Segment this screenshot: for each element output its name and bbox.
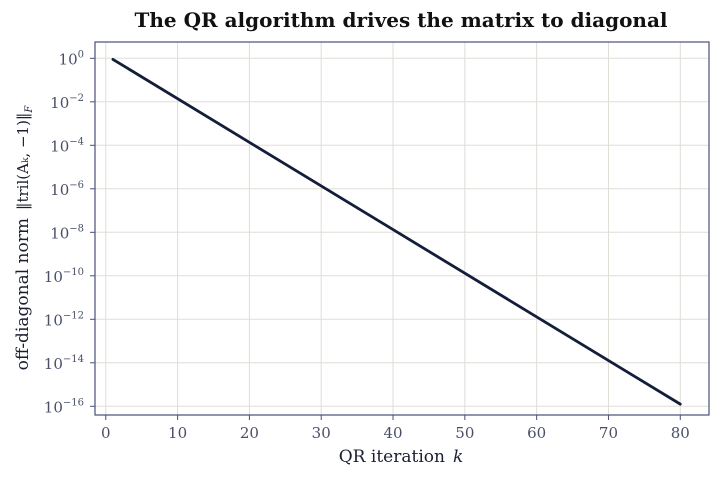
x-tick-label: 30: [312, 424, 331, 442]
y-tick-label: 10−6: [50, 180, 84, 199]
y-axis: 100 10−2 10−4 10−6 10−8 10−10 10−12 10−14 10−16: [44, 49, 95, 416]
y-tick-label: 10−14: [44, 354, 84, 373]
y-tick-label: 10−4: [50, 136, 84, 155]
x-tick-label: 20: [240, 424, 259, 442]
x-tick-label: 70: [599, 424, 618, 442]
y-tick-label: 10−12: [44, 310, 84, 329]
x-tick-label: 80: [671, 424, 690, 442]
y-tick-label: 10−8: [50, 223, 84, 242]
x-tick-label: 10: [168, 424, 187, 442]
series-layer: [111, 58, 682, 406]
x-tick-label: 50: [455, 424, 474, 442]
series-line: [111, 58, 682, 406]
x-tick-label: 40: [383, 424, 402, 442]
y-axis-label: off-diagonal norm‖tril(Aₖ, −1)‖F: [13, 105, 35, 371]
x-axis: 0 10 20 30 40 50 60 70 80: [101, 415, 690, 442]
y-tick-label: 100: [59, 49, 84, 68]
x-tick-label: 60: [527, 424, 546, 442]
x-axis-label: QR iteration k: [339, 447, 464, 467]
y-tick-label: 10−10: [44, 267, 84, 286]
y-tick-label: 10−16: [44, 397, 84, 416]
y-tick-label: 10−2: [50, 93, 84, 112]
plot-frame: [94, 41, 710, 416]
x-tick-label: 0: [101, 424, 111, 442]
chart-title: The QR algorithm drives the matrix to di…: [134, 8, 667, 32]
grid: [95, 42, 709, 415]
